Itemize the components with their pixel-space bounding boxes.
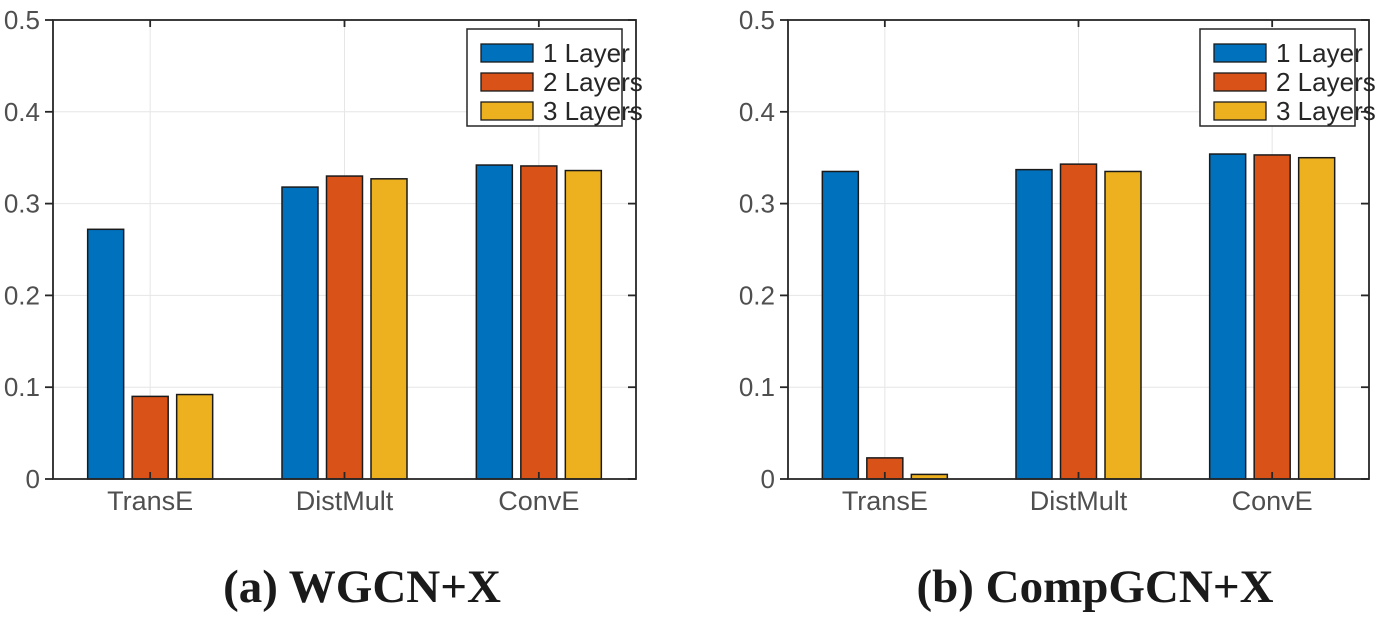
x-category-label: ConvE — [1232, 486, 1313, 516]
caption-chart-a: (a) WGCN+X — [223, 561, 501, 613]
x-category-label: DistMult — [296, 486, 394, 516]
legend-swatch-2-layers — [1213, 72, 1267, 92]
bar-a-TransE-1 Layer — [86, 228, 125, 480]
x-category-label: TransE — [842, 486, 928, 516]
bar-a-DistMult-1 Layer — [281, 186, 319, 480]
legend-swatch-3-layers — [480, 101, 534, 121]
bar-a-ConvE-1 Layer — [475, 164, 514, 480]
y-tick-label: 0.4 — [4, 97, 40, 127]
bar-a-ConvE-3 Layers — [564, 169, 603, 480]
y-tick-label: 0.1 — [4, 372, 40, 402]
y-tick-label: 0.5 — [4, 5, 40, 35]
bar-b-DistMult-3 Layers — [1104, 170, 1142, 480]
y-tick-label: 0.5 — [739, 5, 775, 35]
legend-label: 2 Layers — [1276, 67, 1376, 97]
bar-b-DistMult-2 Layers — [1059, 163, 1098, 480]
bar-b-ConvE-1 Layer — [1208, 153, 1247, 480]
bar-b-TransE-1 Layer — [821, 170, 860, 480]
y-tick-label: 0.1 — [739, 372, 775, 402]
legend-label: 3 Layers — [543, 96, 643, 126]
legend-swatch-2-layers — [480, 72, 534, 92]
bar-b-ConvE-2 Layers — [1253, 154, 1291, 480]
legend-label: 2 Layers — [543, 67, 643, 97]
bar-a-ConvE-2 Layers — [520, 165, 558, 480]
legend-label: 1 Layer — [1276, 38, 1363, 68]
legend-swatch-3-layers — [1213, 101, 1267, 121]
x-category-label: DistMult — [1030, 486, 1128, 516]
bar-a-DistMult-2 Layers — [325, 175, 364, 480]
y-tick-label: 0 — [761, 464, 775, 494]
x-category-label: ConvE — [498, 486, 579, 516]
y-tick-label: 0.2 — [4, 280, 40, 310]
y-tick-label: 0.2 — [739, 280, 775, 310]
bar-b-DistMult-1 Layer — [1015, 168, 1053, 480]
legend-label: 3 Layers — [1276, 96, 1376, 126]
bar-a-DistMult-3 Layers — [370, 178, 408, 480]
bar-charts-canvas: 0 0.1 0.2 0.3 0.4 0.5 TransE DistMult ConvE 1 Lay… — [4, 5, 1376, 516]
legend-swatch-1-layer — [480, 43, 534, 63]
x-category-label: TransE — [107, 486, 193, 516]
y-tick-label: 0.4 — [739, 97, 775, 127]
bar-a-TransE-2 Layers — [131, 395, 169, 480]
legend-label: 1 Layer — [543, 38, 630, 68]
y-tick-label: 0.3 — [4, 189, 40, 219]
bar-b-ConvE-3 Layers — [1297, 156, 1336, 480]
y-tick-label: 0 — [26, 464, 40, 494]
caption-chart-b: (b) CompGCN+X — [916, 561, 1274, 613]
bar-a-TransE-3 Layers — [175, 393, 214, 480]
legend-swatch-1-layer — [1213, 43, 1267, 63]
y-tick-label: 0.3 — [739, 189, 775, 219]
